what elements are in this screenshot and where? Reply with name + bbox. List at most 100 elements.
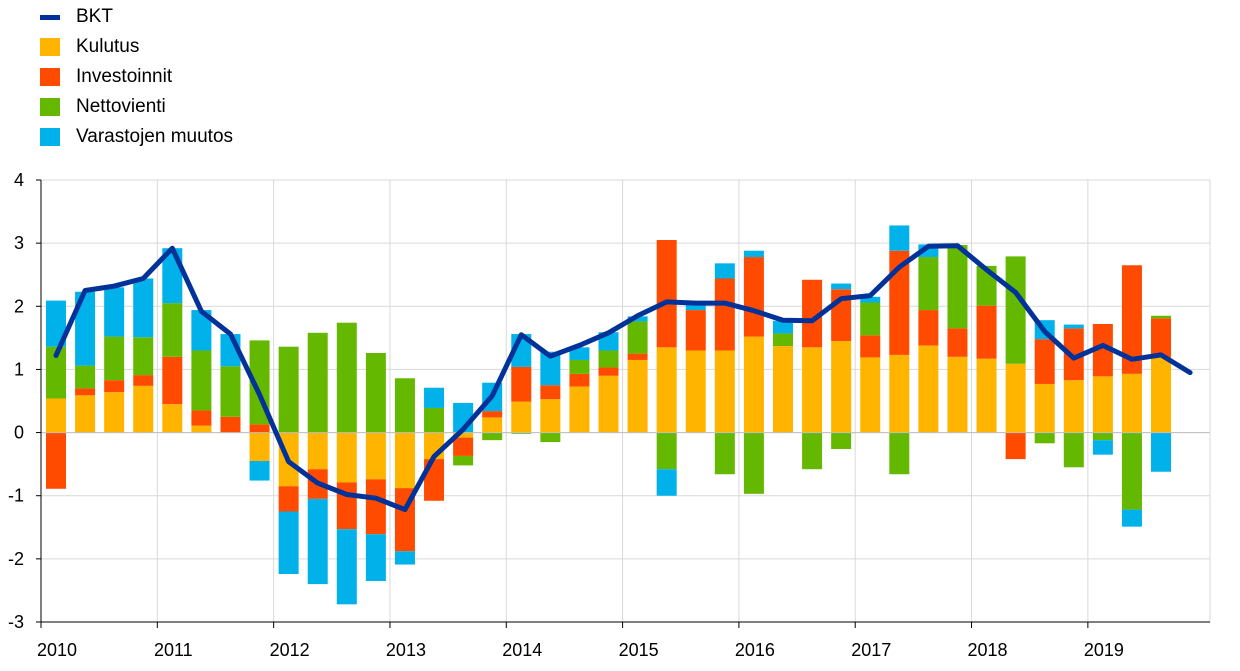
bar-investment — [889, 250, 910, 355]
bar-net-exports — [714, 432, 735, 475]
bar-consumption — [133, 385, 154, 433]
bar-consumption — [714, 350, 735, 433]
bar-inventories — [772, 320, 793, 334]
legend-swatch-consumption — [40, 38, 60, 56]
bar-investment — [46, 432, 66, 489]
bar-consumption — [191, 425, 212, 433]
y-tick-label: -1 — [8, 486, 24, 506]
legend-swatch-investment — [40, 68, 60, 86]
bar-consumption — [918, 345, 939, 433]
legend-swatch-net-exports — [40, 98, 60, 116]
legend-swatch-inventories — [40, 128, 60, 146]
y-tick-label: 0 — [14, 423, 24, 443]
legend-label-consumption: Kulutus — [76, 36, 140, 57]
y-tick-label: 1 — [14, 359, 24, 379]
bar-investment — [482, 411, 503, 418]
x-tick-label: 2010 — [37, 640, 77, 660]
bar-net-exports — [424, 407, 445, 433]
bar-inventories — [75, 291, 96, 366]
bar-consumption — [162, 404, 183, 433]
bar-investment — [947, 328, 968, 357]
y-tick-label: 4 — [14, 170, 24, 190]
legend-item-consumption: Kulutus — [40, 32, 233, 62]
bar-net-exports — [1121, 432, 1142, 510]
bar-net-exports — [540, 432, 561, 443]
x-tick-label: 2016 — [735, 640, 775, 660]
bar-net-exports — [511, 432, 532, 434]
bar-inventories — [1151, 432, 1172, 472]
bar-inventories — [569, 347, 590, 360]
bar-net-exports — [453, 455, 474, 466]
bar-net-exports — [802, 432, 823, 470]
x-tick-label: 2019 — [1084, 640, 1124, 660]
bar-consumption — [627, 359, 648, 433]
bar-investment — [802, 279, 823, 348]
x-tick-label: 2013 — [386, 640, 426, 660]
bar-inventories — [46, 300, 66, 347]
bar-net-exports — [1005, 256, 1026, 364]
bar-net-exports — [860, 302, 881, 336]
bar-consumption — [860, 357, 881, 433]
bar-inventories — [104, 287, 125, 337]
bar-consumption — [75, 395, 96, 433]
bar-consumption — [656, 347, 677, 433]
bar-net-exports — [1034, 432, 1055, 444]
bar-inventories — [1092, 440, 1113, 455]
bar-consumption — [336, 432, 357, 483]
bar-investment — [743, 257, 764, 337]
legend-label-inventories: Varastojen muutos — [76, 126, 234, 147]
legend-label-investment: Investoinnit — [76, 66, 173, 87]
bar-inventories — [249, 460, 270, 481]
legend-label-net-exports: Nettovienti — [76, 96, 166, 117]
bar-investment — [598, 367, 619, 376]
bar-inventories — [1121, 509, 1142, 527]
bar-inventories — [656, 469, 677, 496]
bar-net-exports — [1092, 432, 1113, 441]
bar-net-exports — [1151, 315, 1172, 319]
bar-inventories — [133, 278, 154, 338]
bar-consumption — [482, 417, 503, 433]
bar-investment — [1005, 432, 1026, 460]
bar-net-exports — [336, 322, 357, 433]
bar-inventories — [685, 305, 706, 311]
axes — [36, 179, 1210, 628]
bar-inventories — [831, 283, 852, 290]
bar-investment — [685, 310, 706, 351]
gdp-line-layer — [53, 243, 1193, 513]
bar-consumption — [772, 346, 793, 433]
bar-investment — [162, 356, 183, 405]
x-tick-label: 2017 — [851, 640, 891, 660]
x-tick-label: 2012 — [270, 640, 310, 660]
bar-investment — [220, 416, 241, 433]
legend-item-inventories: Varastojen muutos — [40, 122, 233, 152]
bar-investment — [75, 388, 96, 396]
bar-net-exports — [220, 366, 241, 417]
bar-consumption — [1005, 363, 1026, 433]
bar-inventories — [336, 529, 357, 605]
bar-consumption — [831, 341, 852, 433]
y-tick-label: -2 — [8, 549, 24, 569]
bar-investment — [918, 310, 939, 346]
bar-consumption — [249, 432, 270, 461]
bar-net-exports — [947, 245, 968, 329]
bar-net-exports — [75, 365, 96, 389]
bar-consumption — [976, 358, 997, 433]
x-tick-labels: 2010 2011 2012 2013 2014 2015 2016 2017 2018 2019 — [37, 640, 1124, 660]
bar-consumption — [453, 432, 474, 438]
bar-net-exports — [394, 378, 415, 433]
bar-net-exports — [104, 336, 125, 381]
y-tick-label: 3 — [14, 233, 24, 253]
bars — [41, 225, 1210, 605]
bar-consumption — [1121, 373, 1142, 433]
bar-net-exports — [569, 359, 590, 374]
bar-investment — [627, 353, 648, 360]
bar-investment — [511, 366, 532, 402]
bar-investment — [104, 380, 125, 393]
bar-inventories — [889, 225, 910, 251]
legend: BKT Kulutus Investoinnit Nettovienti Var… — [40, 2, 233, 152]
bar-net-exports — [46, 346, 66, 399]
x-tick-label: 2015 — [619, 640, 659, 660]
bar-consumption — [365, 432, 386, 480]
bar-net-exports — [278, 346, 299, 433]
